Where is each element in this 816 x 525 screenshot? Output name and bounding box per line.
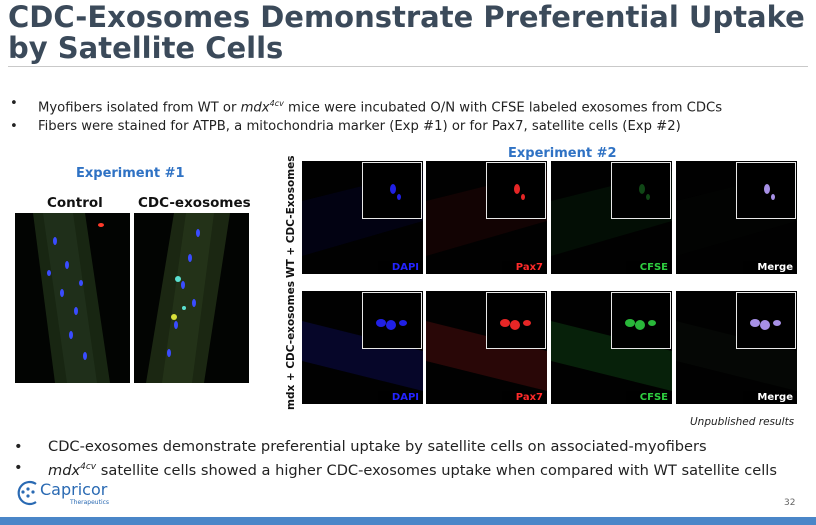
footer-bar <box>0 517 816 525</box>
tile-fiber-texture <box>551 321 672 391</box>
slide-title: CDC-Exosomes Demonstrate Preferential Up… <box>8 0 805 65</box>
micrograph-tile-mdx-pax7: Pax7 <box>426 291 547 404</box>
inset-signal <box>376 319 407 330</box>
zoom-inset <box>486 292 546 349</box>
inset-signal <box>390 184 401 200</box>
zoom-inset <box>362 292 422 349</box>
logo-name: Capricor <box>40 480 108 499</box>
bullet-text: Fibers were stained for ATPB, a mitochon… <box>38 119 681 135</box>
bullet-text: mdx4cv satellite cells showed a higher C… <box>48 461 777 479</box>
control-fiber-image <box>15 213 130 383</box>
inset-signal <box>500 319 531 330</box>
micrograph-tile-wt-dapi: DAPI <box>302 161 423 274</box>
channel-label-merge: Merge <box>743 261 797 274</box>
zoom-inset <box>736 292 796 349</box>
inset-signal <box>764 184 775 200</box>
title-divider <box>8 66 808 67</box>
zoom-inset <box>611 162 671 219</box>
logo-tagline: Therapeutics <box>70 499 110 506</box>
bottom-bullet-2: • mdx4cv satellite cells showed a higher… <box>14 457 777 481</box>
page-number: 32 <box>784 498 796 508</box>
micrograph-tile-wt-merge: Merge <box>676 161 797 274</box>
bottom-bullet-list: • CDC-exosomes demonstrate preferential … <box>14 436 777 481</box>
inset-signal <box>514 184 525 200</box>
inset-signal <box>750 319 781 330</box>
experiment-1-title: Experiment #1 <box>76 166 185 181</box>
tile-fiber-texture <box>426 321 547 391</box>
zoom-inset <box>362 162 422 219</box>
micrograph-tile-mdx-merge: Merge <box>676 291 797 404</box>
bullet-glyph: • <box>14 438 23 455</box>
tile-fiber-texture <box>302 321 423 391</box>
channel-label-dapi: DAPI <box>377 391 423 404</box>
cdc-exosomes-label: CDC-exosomes <box>138 195 251 211</box>
channel-label-pax7: Pax7 <box>501 391 547 404</box>
cdc-exosomes-fiber-micrograph <box>146 213 230 383</box>
zoom-inset <box>736 162 796 219</box>
channel-label-dapi: DAPI <box>377 261 423 274</box>
top-bullet-1: • Myofibers isolated from WT or mdx4cv m… <box>10 94 722 117</box>
zoom-inset <box>486 162 546 219</box>
unpublished-note: Unpublished results <box>690 416 795 428</box>
micrograph-tile-wt-pax7: Pax7 <box>426 161 547 274</box>
bottom-bullet-1: • CDC-exosomes demonstrate preferential … <box>14 436 777 457</box>
row-label-mdx: mdx + CDC-exosomes <box>285 281 297 410</box>
zoom-inset <box>611 292 671 349</box>
channel-label-pax7: Pax7 <box>501 261 547 274</box>
channel-label-cfse: CFSE <box>625 261 672 274</box>
cdc-exosomes-fiber-image <box>134 213 249 383</box>
bullet-text: CDC-exosomes demonstrate preferential up… <box>48 438 707 455</box>
tile-fiber-texture <box>676 321 797 391</box>
capricor-logo-icon <box>17 480 37 506</box>
top-bullet-list: • Myofibers isolated from WT or mdx4cv m… <box>10 94 722 136</box>
experiment-2-title: Experiment #2 <box>508 146 617 161</box>
inset-signal <box>625 319 656 330</box>
micrograph-tile-mdx-cfse: CFSE <box>551 291 672 404</box>
channel-label-merge: Merge <box>743 391 797 404</box>
control-fiber-micrograph <box>33 213 110 383</box>
bullet-text: Myofibers isolated from WT or mdx4cv mic… <box>38 99 723 116</box>
channel-label-cfse: CFSE <box>625 391 672 404</box>
bullet-glyph: • <box>10 119 18 135</box>
bullet-glyph: • <box>14 459 23 476</box>
inset-signal <box>639 184 650 200</box>
micrograph-tile-wt-cfse: CFSE <box>551 161 672 274</box>
micrograph-tile-mdx-dapi: DAPI <box>302 291 423 404</box>
bullet-glyph: • <box>10 96 18 111</box>
control-label: Control <box>47 195 103 211</box>
row-label-wt: WT + CDC-Exosomes <box>285 155 297 278</box>
top-bullet-2: • Fibers were stained for ATPB, a mitoch… <box>10 117 722 136</box>
